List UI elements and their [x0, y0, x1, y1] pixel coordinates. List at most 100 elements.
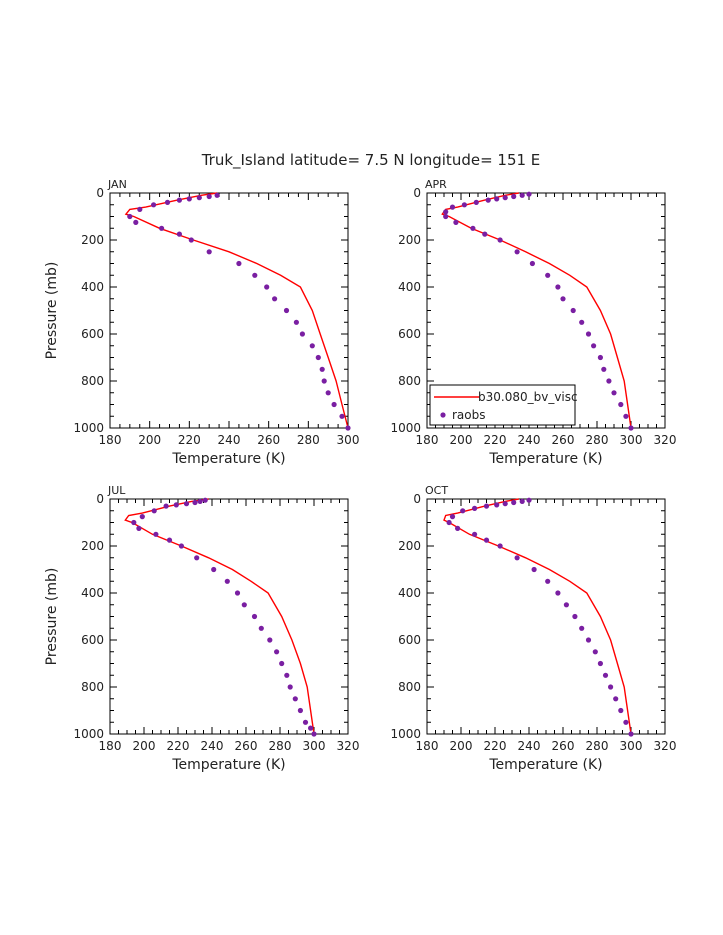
raobs-point [186, 196, 192, 202]
raobs-point [315, 354, 321, 361]
raobs-point [472, 531, 478, 537]
raobs-point [236, 260, 242, 267]
raobs-point [163, 503, 169, 509]
raobs-point [234, 590, 241, 596]
raobs-point [309, 343, 315, 349]
model-profile-line [124, 192, 349, 429]
raobs-point [494, 196, 500, 202]
raobs-point [531, 566, 537, 573]
raobs-point [251, 613, 258, 620]
raobs-point [224, 578, 230, 584]
raobs-point [133, 219, 139, 225]
raobs-point [613, 696, 619, 702]
x-tick-label: 220 [167, 739, 190, 753]
plot-frame [109, 498, 349, 735]
x-tick-label: 280 [269, 739, 292, 753]
raobs-point [297, 707, 303, 714]
x-tick-label: 200 [138, 433, 161, 447]
x-tick-label: 200 [450, 739, 473, 753]
raobs-point [470, 225, 476, 231]
raobs-point [460, 508, 466, 514]
raobs-point [579, 625, 585, 631]
panel-label: APR [425, 178, 447, 191]
legend-obs-label: raobs [452, 408, 486, 422]
x-axis-label: Temperature (K) [488, 451, 602, 467]
raobs-point [526, 497, 532, 503]
raobs-point [555, 590, 561, 596]
x-axis-label: Temperature (K) [488, 757, 602, 773]
x-tick-label: 300 [620, 433, 643, 447]
y-tick-label: 200 [81, 539, 104, 553]
x-tick-label: 320 [654, 433, 677, 447]
raobs-point [311, 731, 317, 737]
raobs-point [137, 206, 143, 212]
raobs-point [563, 602, 570, 608]
raobs-point [188, 237, 194, 243]
raobs-point [264, 284, 270, 290]
y-tick-label: 600 [81, 633, 104, 647]
raobs-point [601, 366, 607, 372]
raobs-point [139, 514, 145, 520]
raobs-point [606, 378, 612, 384]
raobs-point [455, 525, 461, 532]
x-tick-label: 300 [620, 739, 643, 753]
panel-apr: 180 200 220 240 260 280 300 320 0 200 400 600 800 100… [390, 178, 676, 467]
raobs-point [321, 378, 327, 384]
x-tick-label: 180 [99, 739, 122, 753]
raobs-point [293, 319, 299, 325]
y-tick-label: 800 [398, 374, 421, 388]
raobs-point [502, 501, 508, 507]
raobs-point [183, 501, 190, 507]
raobs-point [472, 505, 478, 511]
raobs-point [545, 578, 551, 584]
y-tick-label: 1000 [73, 421, 104, 435]
y-tick-label: 600 [398, 327, 421, 341]
raobs-point [176, 231, 182, 237]
raobs-point [302, 719, 309, 725]
panel-jul: 180 200 220 240 260 280 300 320 0 200 400 600 800 100… [44, 484, 359, 773]
raobs-point [136, 525, 142, 532]
raobs-point [555, 284, 561, 290]
y-tick-label: 400 [81, 586, 104, 600]
x-tick-label: 240 [201, 739, 224, 753]
y-tick-label: 200 [81, 233, 104, 247]
raobs-point [497, 543, 503, 549]
raobs-point [153, 531, 159, 537]
x-tick-label: 320 [654, 739, 677, 753]
raobs-point [194, 555, 200, 561]
x-axis-label: Temperature (K) [171, 451, 285, 467]
raobs-point [483, 503, 490, 509]
raobs-point [272, 296, 278, 302]
model-profile-line [441, 192, 632, 429]
raobs-point [597, 354, 604, 361]
raobs-point [519, 498, 525, 504]
y-tick-label: 200 [398, 233, 421, 247]
y-tick-label: 0 [413, 186, 421, 200]
raobs-point [284, 672, 290, 678]
raobs-point [497, 237, 503, 243]
y-tick-label: 800 [398, 680, 421, 694]
raobs-point [453, 219, 459, 225]
x-tick-label: 220 [178, 433, 201, 447]
x-tick-label: 180 [99, 433, 122, 447]
raobs-point [159, 225, 165, 231]
raobs-point [608, 684, 614, 690]
panel-label: JAN [107, 178, 127, 191]
raobs-point [325, 390, 331, 396]
y-axis-label: Pressure (mb) [44, 262, 60, 360]
raobs-point [345, 425, 351, 431]
raobs-point [628, 425, 634, 431]
x-tick-label: 240 [218, 433, 241, 447]
raobs-point [178, 543, 184, 549]
raobs-point [545, 272, 551, 278]
raobs-point [151, 202, 157, 208]
x-tick-label: 200 [450, 433, 473, 447]
raobs-point [449, 514, 456, 520]
raobs-point [579, 319, 585, 325]
raobs-point [514, 555, 520, 561]
panel-oct: 180 200 220 240 260 280 300 320 0 200 400 600 800 100… [390, 484, 676, 773]
x-tick-label: 280 [586, 739, 609, 753]
raobs-point [511, 499, 517, 506]
raobs-point [514, 249, 520, 255]
